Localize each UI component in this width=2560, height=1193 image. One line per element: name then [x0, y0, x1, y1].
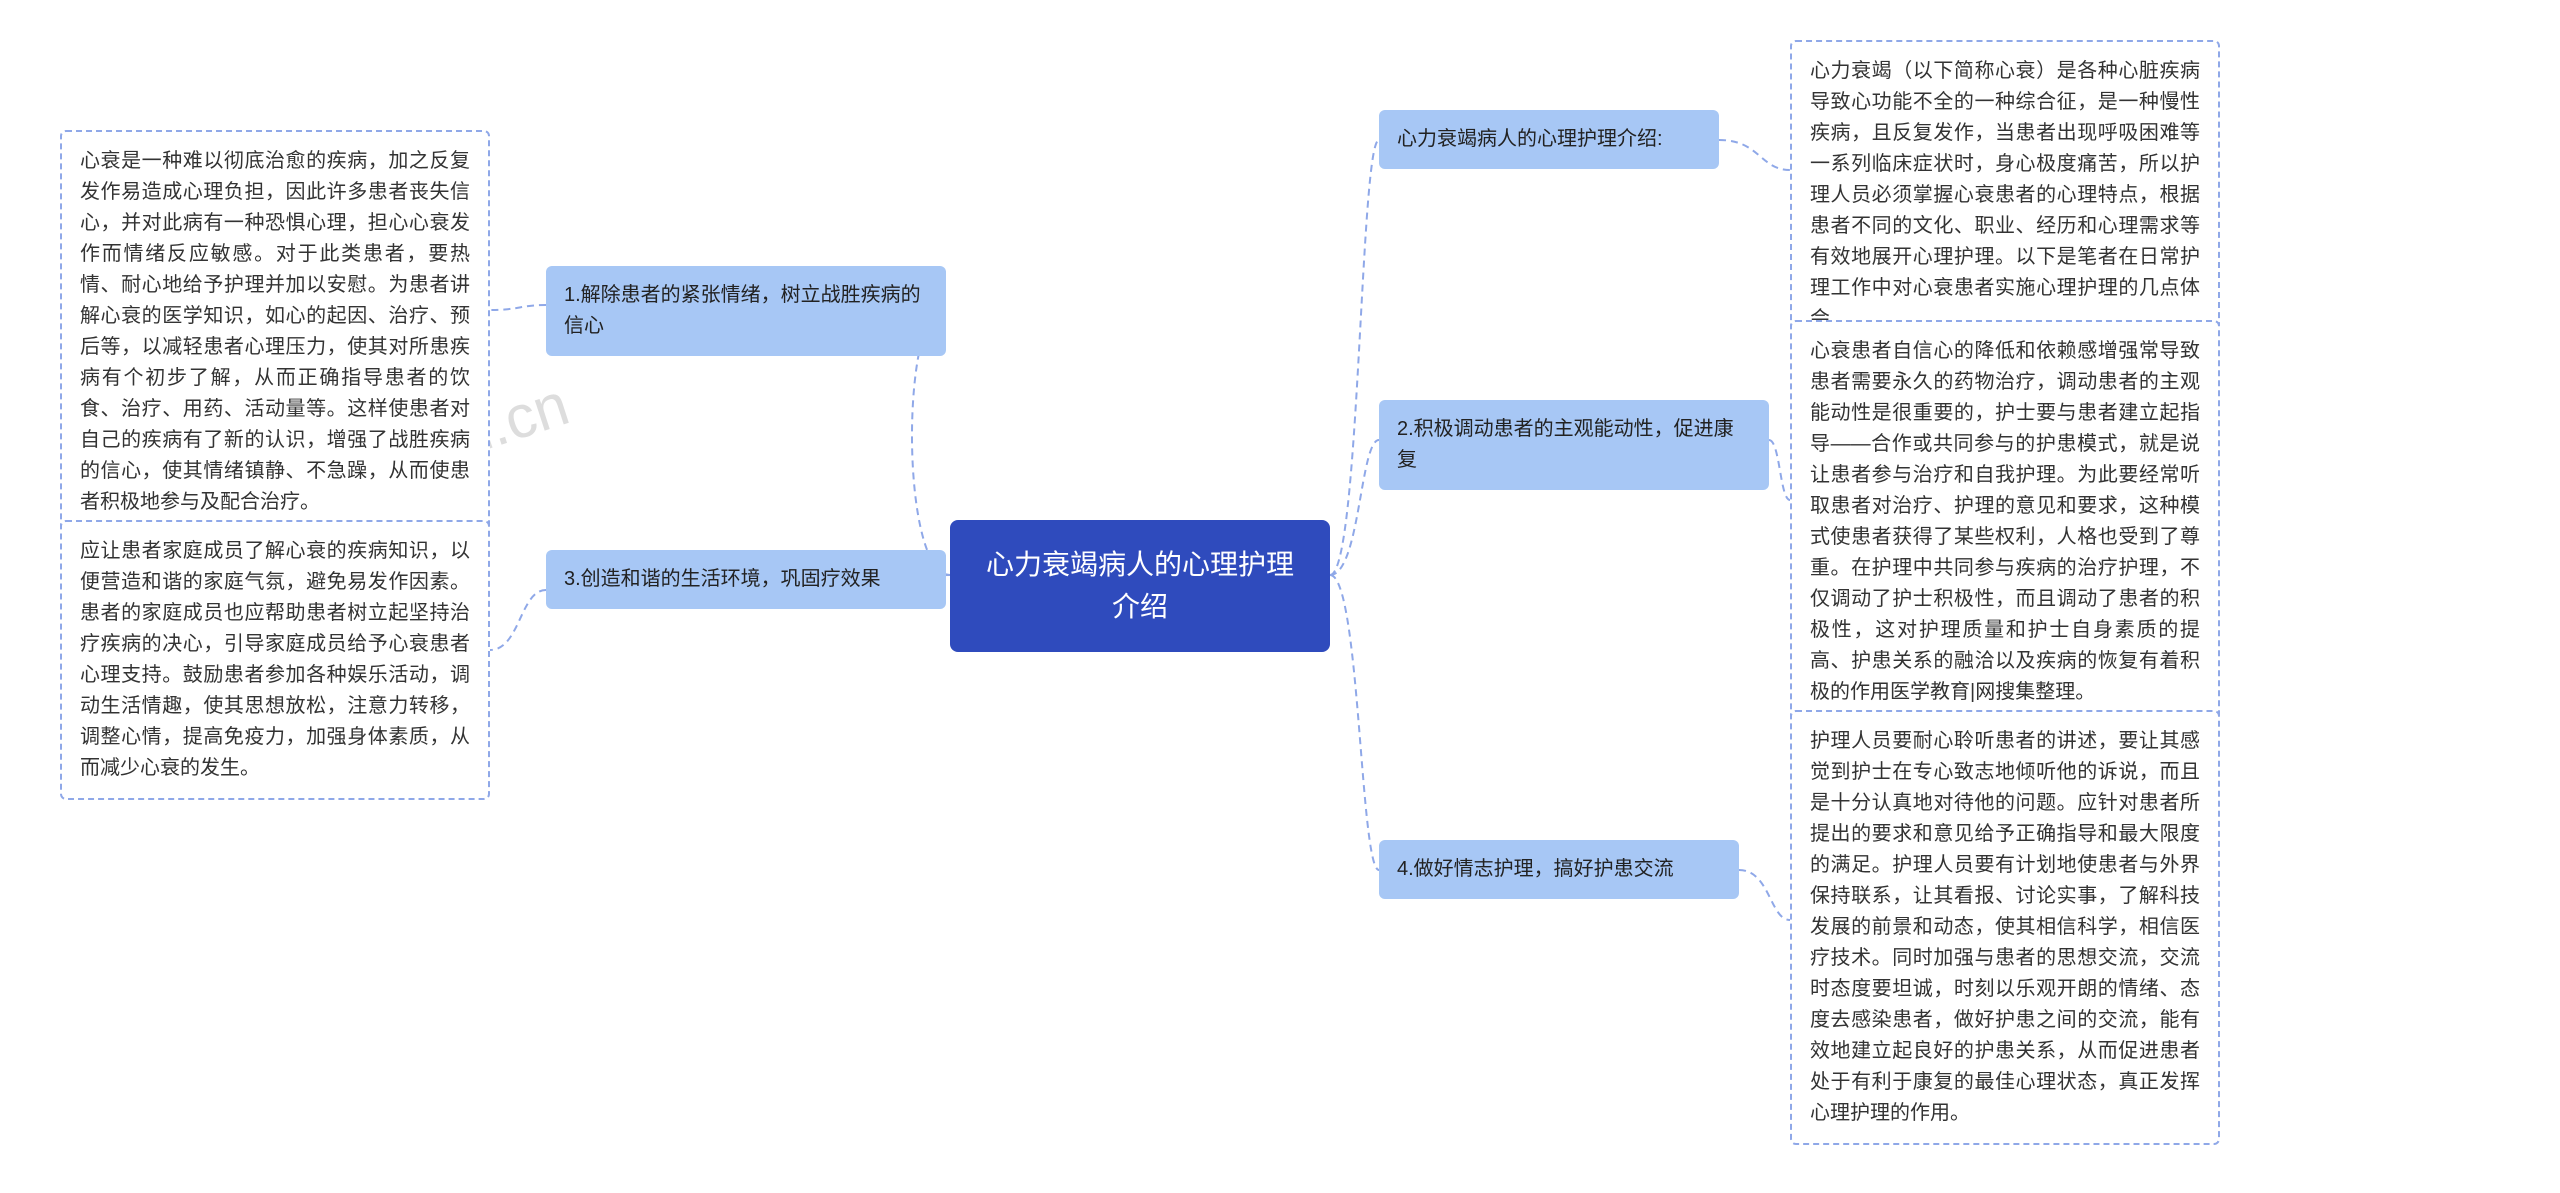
center-node[interactable]: 心力衰竭病人的心理护理介绍 — [950, 520, 1330, 652]
detail-text: 心衰是一种难以彻底治愈的疾病，加之反复发作易造成心理负担，因此许多患者丧失信心，… — [80, 150, 470, 513]
right-detail-4: 护理人员要耐心聆听患者的讲述，要让其感觉到护士在专心致志地倾听他的诉说，而且是十… — [1790, 710, 2220, 1145]
branch-label: 1.解除患者的紧张情绪，树立战胜疾病的信心 — [564, 284, 921, 337]
right-detail-intro: 心力衰竭（以下简称心衰）是各种心脏疾病导致心功能不全的一种综合征，是一种慢性疾病… — [1790, 40, 2220, 351]
branch-label: 2.积极调动患者的主观能动性，促进康复 — [1397, 418, 1734, 471]
left-branch-1[interactable]: 1.解除患者的紧张情绪，树立战胜疾病的信心 — [546, 266, 946, 356]
branch-label: 心力衰竭病人的心理护理介绍: — [1397, 128, 1663, 150]
right-detail-2: 心衰患者自信心的降低和依赖感增强常导致患者需要永久的药物治疗，调动患者的主观能动… — [1790, 320, 2220, 724]
detail-text: 应让患者家庭成员了解心衰的疾病知识，以便营造和谐的家庭气氛，避免易发作因素。患者… — [80, 540, 470, 779]
left-branch-3[interactable]: 3.创造和谐的生活环境，巩固疗效果 — [546, 550, 946, 609]
branch-label: 4.做好情志护理，搞好护患交流 — [1397, 858, 1674, 880]
detail-text: 心力衰竭（以下简称心衰）是各种心脏疾病导致心功能不全的一种综合征，是一种慢性疾病… — [1810, 60, 2200, 330]
detail-text: 护理人员要耐心聆听患者的讲述，要让其感觉到护士在专心致志地倾听他的诉说，而且是十… — [1810, 730, 2200, 1124]
branch-label: 3.创造和谐的生活环境，巩固疗效果 — [564, 568, 881, 590]
left-detail-3: 应让患者家庭成员了解心衰的疾病知识，以便营造和谐的家庭气氛，避免易发作因素。患者… — [60, 520, 490, 800]
right-branch-intro[interactable]: 心力衰竭病人的心理护理介绍: — [1379, 110, 1719, 169]
right-branch-4[interactable]: 4.做好情志护理，搞好护患交流 — [1379, 840, 1739, 899]
detail-text: 心衰患者自信心的降低和依赖感增强常导致患者需要永久的药物治疗，调动患者的主观能动… — [1810, 340, 2200, 703]
right-branch-2[interactable]: 2.积极调动患者的主观能动性，促进康复 — [1379, 400, 1769, 490]
center-text: 心力衰竭病人的心理护理介绍 — [986, 549, 1294, 622]
left-detail-1: 心衰是一种难以彻底治愈的疾病，加之反复发作易造成心理负担，因此许多患者丧失信心，… — [60, 130, 490, 534]
